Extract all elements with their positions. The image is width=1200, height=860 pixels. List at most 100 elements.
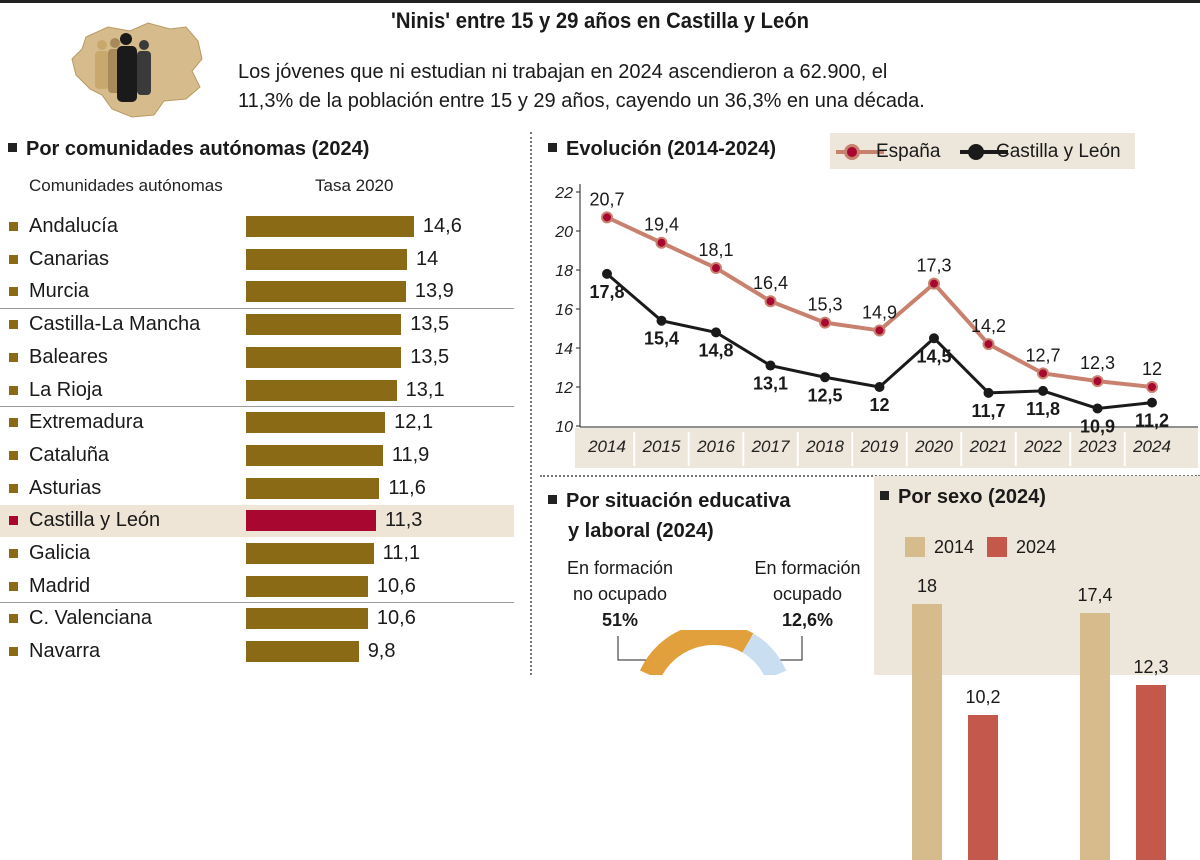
community-row: Baleares 13,5 — [0, 342, 514, 374]
group-separator — [0, 602, 514, 604]
community-label: Navarra — [29, 640, 101, 663]
row-marker — [9, 647, 18, 657]
data-label: 12 — [1142, 359, 1162, 379]
education-left-value: 51% — [601, 610, 639, 630]
row-marker — [9, 516, 18, 526]
community-label: C. Valenciana — [29, 607, 153, 630]
data-label: 18,1 — [698, 240, 733, 260]
sex-bar-2024 — [968, 715, 998, 860]
community-row: Murcia 13,9 — [0, 276, 514, 308]
data-point — [819, 316, 831, 329]
community-label: Asturias — [29, 476, 102, 499]
data-point — [655, 236, 668, 249]
community-bar — [246, 346, 402, 368]
data-point — [1038, 385, 1048, 396]
column-header-name: Comunidades autónomas — [29, 176, 223, 195]
education-right-value: 12,6% — [781, 610, 834, 630]
community-label: Castilla-La Mancha — [29, 313, 201, 336]
community-value: 11,9 — [391, 443, 430, 466]
data-label: 12,5 — [807, 385, 842, 405]
row-marker — [9, 450, 18, 460]
community-value: 11,6 — [388, 476, 426, 499]
data-point — [764, 295, 777, 308]
sex-bar-2014 — [912, 604, 942, 860]
legend-cyl-label: Castilla y León — [996, 141, 1121, 162]
data-point — [601, 211, 613, 224]
sex-bar-label: 12,3 — [1133, 657, 1169, 678]
community-row: Castilla y León 11,3 — [0, 505, 514, 538]
y-tick-label: 10 — [555, 419, 573, 436]
group-separator — [0, 406, 514, 408]
data-point — [1092, 403, 1103, 414]
community-value: 10,6 — [376, 574, 416, 597]
community-row: Castilla-La Mancha 13,5 — [0, 309, 514, 341]
community-row: Galicia 11,1 — [0, 538, 514, 570]
sex-bar-2024 — [1136, 685, 1166, 860]
community-row: Cataluña 11,9 — [0, 440, 514, 472]
sex-bar-label: 18 — [916, 576, 938, 597]
community-bar — [246, 575, 368, 597]
donut-segment-ocupado — [741, 633, 787, 675]
horizontal-divider — [540, 475, 1200, 477]
community-bar — [246, 412, 386, 434]
community-value: 13,5 — [410, 345, 450, 368]
legend-2024-swatch — [987, 537, 1007, 557]
community-bar — [246, 248, 407, 270]
x-tick-label: 2017 — [751, 437, 790, 456]
community-row: Canarias 14 — [0, 244, 514, 276]
x-tick-label: 2021 — [969, 437, 1008, 456]
data-label: 11,2 — [1135, 411, 1169, 431]
data-point — [929, 333, 939, 344]
community-bar — [246, 314, 402, 336]
x-tick-label: 2023 — [1078, 437, 1117, 456]
data-label: 12,3 — [1080, 353, 1115, 373]
data-point — [711, 327, 721, 338]
column-header-rate: Tasa 2020 — [315, 176, 394, 195]
community-row: Madrid 10,6 — [0, 571, 514, 603]
top-rule — [0, 0, 1200, 3]
data-label: 13,1 — [753, 374, 788, 394]
data-label: 14,9 — [862, 302, 897, 322]
community-value: 13,5 — [410, 313, 450, 336]
data-label: 17,8 — [589, 282, 624, 302]
community-bar — [246, 281, 406, 303]
community-label: Madrid — [29, 574, 91, 597]
data-label: 11,8 — [1026, 399, 1060, 419]
evolution-legend: España Castilla y León — [830, 133, 1135, 169]
community-label: Galicia — [29, 542, 91, 564]
y-tick-label: 22 — [554, 185, 573, 202]
y-tick-label: 14 — [555, 341, 573, 358]
legend-2024-label: 2024 — [1016, 537, 1057, 557]
data-point — [1146, 381, 1158, 393]
data-label: 14,8 — [698, 340, 733, 360]
data-label: 17,3 — [916, 256, 951, 276]
community-bar — [246, 608, 368, 630]
group-separator — [0, 308, 514, 310]
evolution-heading: Evolución (2014-2024) — [548, 138, 776, 161]
legend-cyl-marker — [968, 144, 984, 160]
data-label: 16,4 — [753, 273, 788, 293]
row-marker — [9, 287, 18, 297]
sex-bar-label: 17,4 — [1077, 584, 1113, 605]
community-row: Asturias 11,6 — [0, 473, 514, 505]
community-bar — [246, 379, 397, 401]
data-point — [982, 338, 995, 351]
data-label: 14,5 — [916, 346, 951, 366]
community-label: Baleares — [29, 345, 108, 368]
community-value: 11,1 — [382, 542, 421, 564]
row-marker — [9, 483, 18, 493]
community-row: La Rioja 13,1 — [0, 375, 514, 407]
row-marker — [9, 254, 18, 264]
y-tick-label: 12 — [555, 380, 573, 397]
community-row: Navarra 9,8 — [0, 636, 514, 668]
community-row: C. Valenciana 10,6 — [0, 603, 514, 635]
row-marker — [9, 581, 18, 591]
education-right-label: En formación ocupado 12,6% — [745, 555, 870, 633]
data-label: 20,7 — [589, 189, 624, 209]
community-value: 13,1 — [405, 378, 445, 401]
community-row: Andalucía 14,6 — [0, 211, 514, 243]
community-bar — [246, 510, 376, 532]
row-marker — [9, 320, 18, 330]
education-heading: Por situación educativa y laboral (2024) — [548, 486, 791, 546]
